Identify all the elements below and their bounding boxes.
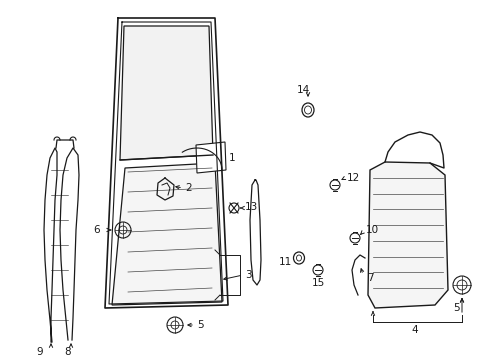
Text: 7: 7 [366,273,372,283]
Text: 1: 1 [228,153,235,163]
Polygon shape [367,162,447,308]
Text: 8: 8 [64,347,71,357]
Text: 2: 2 [184,183,191,193]
Text: 15: 15 [311,278,324,288]
Text: 11: 11 [278,257,291,267]
Polygon shape [120,26,213,160]
Text: 9: 9 [37,347,43,357]
Polygon shape [112,163,222,305]
Text: 5: 5 [197,320,203,330]
Text: 13: 13 [244,202,258,212]
Text: 5: 5 [453,303,459,313]
Text: 6: 6 [93,225,100,235]
Text: 10: 10 [365,225,378,235]
Polygon shape [196,142,225,173]
Text: 3: 3 [244,270,251,280]
Text: 4: 4 [411,325,417,335]
Text: 12: 12 [346,173,360,183]
Text: 14: 14 [296,85,309,95]
